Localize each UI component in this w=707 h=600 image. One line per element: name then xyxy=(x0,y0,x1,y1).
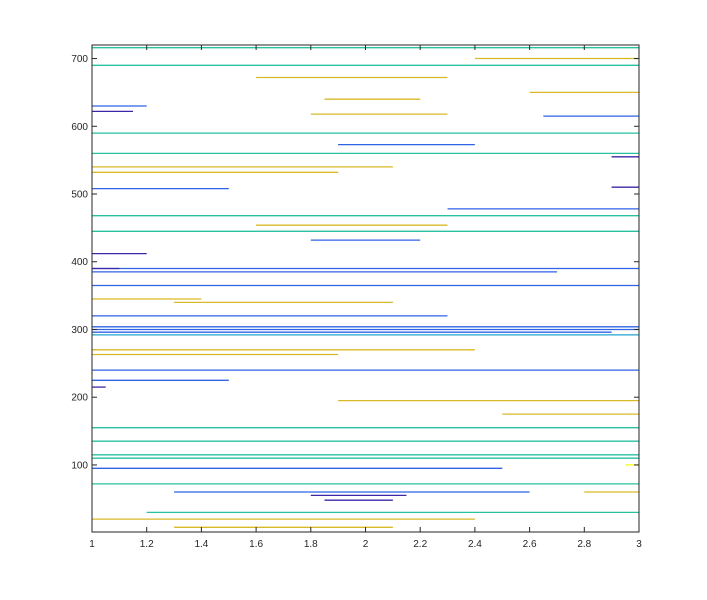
x-tick-label: 1 xyxy=(89,539,95,550)
x-tick-label: 2.2 xyxy=(413,539,427,550)
y-tick-label: 700 xyxy=(71,54,88,65)
y-tick-label: 600 xyxy=(71,122,88,133)
x-tick-label: 3 xyxy=(636,539,642,550)
x-tick-label: 2.4 xyxy=(468,539,482,550)
contour-lines xyxy=(92,47,639,528)
x-tick-label: 1.4 xyxy=(194,539,208,550)
y-tick-labels: 100 200 300 400 500 600 700 xyxy=(71,54,88,471)
x-tick-label: 1.6 xyxy=(249,539,263,550)
axes-background xyxy=(92,45,639,532)
axes-frame xyxy=(91,44,640,533)
y-tick-label: 500 xyxy=(71,190,88,201)
y-tick-label: 100 xyxy=(71,460,88,471)
x-tick-label: 1.2 xyxy=(140,539,154,550)
x-tick-label: 2.6 xyxy=(523,539,537,550)
x-tick-label: 1.8 xyxy=(304,539,318,550)
y-tick-label: 300 xyxy=(71,325,88,336)
y-tick-label: 400 xyxy=(71,257,88,268)
y-tick-label: 200 xyxy=(71,393,88,404)
x-tick-labels: 1 1.2 1.4 1.6 1.8 2 2.2 2.4 2.6 2.8 3 xyxy=(89,539,642,550)
x-tick-label: 2 xyxy=(363,539,369,550)
x-tick-label: 2.8 xyxy=(577,539,591,550)
